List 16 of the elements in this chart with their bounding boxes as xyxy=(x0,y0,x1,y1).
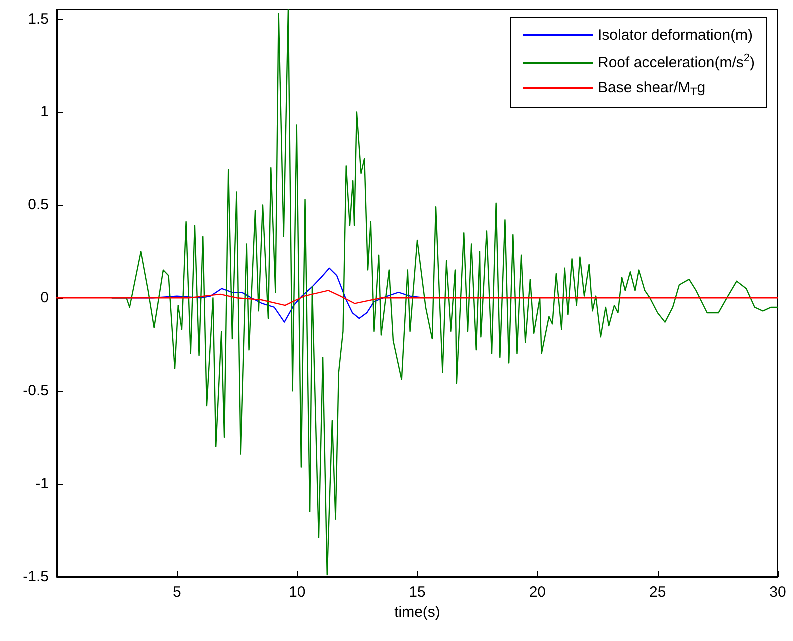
y-tick-label: -1.5 xyxy=(23,568,49,586)
x-tick-label: 25 xyxy=(649,584,666,601)
y-tick-label: 0.5 xyxy=(28,196,49,214)
y-tick-label: 1.5 xyxy=(28,10,49,28)
x-tick-label: 20 xyxy=(529,584,546,601)
line-series xyxy=(56,290,779,306)
x-axis-title: time(s) xyxy=(394,604,440,621)
y-tick-label: 0 xyxy=(40,290,49,307)
y-tick-label: -0.5 xyxy=(23,382,49,400)
x-tick-label: 15 xyxy=(409,584,426,601)
y-tick-label: -1 xyxy=(36,476,49,493)
x-tick-label: 10 xyxy=(288,584,306,601)
x-tick-label: 30 xyxy=(770,584,786,601)
x-tick-label: 5 xyxy=(172,584,182,601)
legend-label: Isolator deformation(m) xyxy=(598,27,754,44)
y-tick-label: 1 xyxy=(40,104,49,121)
